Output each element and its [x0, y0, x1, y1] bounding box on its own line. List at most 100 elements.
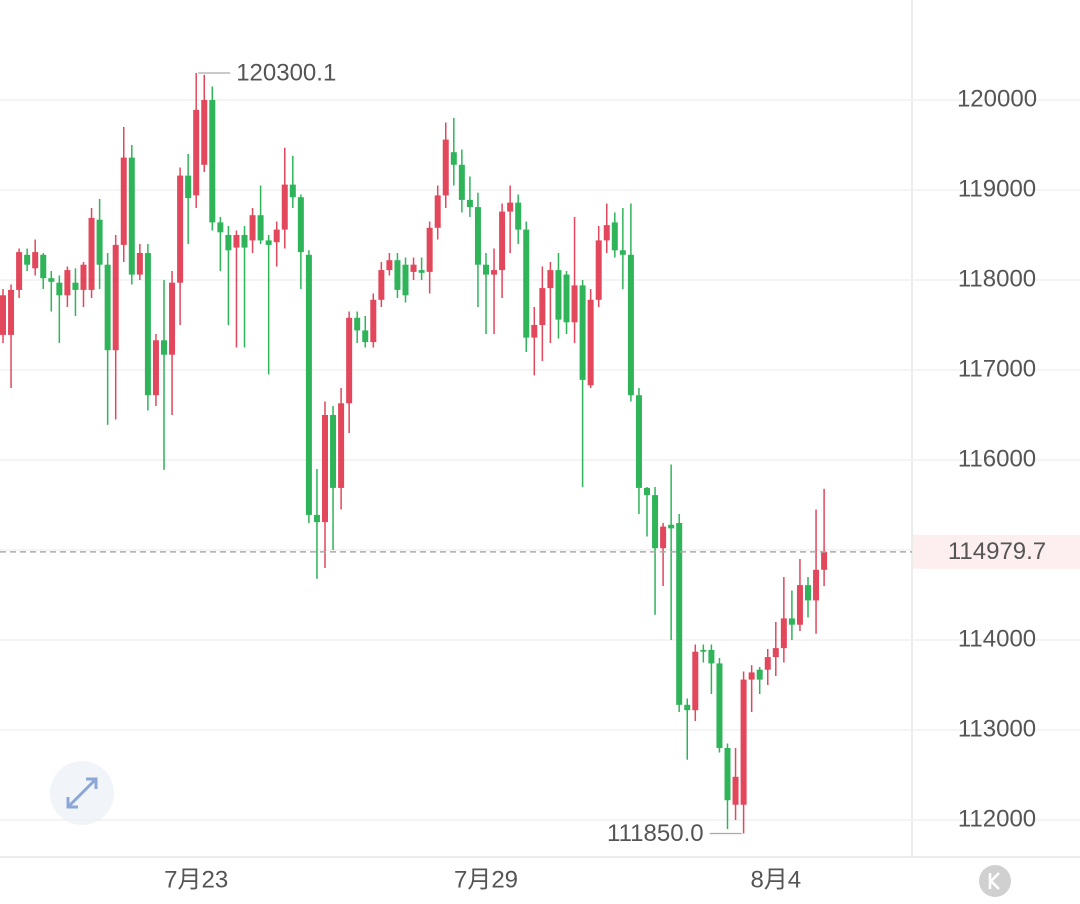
- candle-body: [370, 299, 377, 343]
- candle-body: [322, 414, 328, 523]
- candle-body: [112, 244, 119, 351]
- candle-body: [72, 282, 79, 290]
- x-tick-label: 7月23: [164, 866, 228, 893]
- last-price-box: [913, 534, 1080, 569]
- candle-body: [434, 195, 441, 228]
- candle-body: [241, 234, 248, 248]
- candle-body: [788, 618, 795, 625]
- candle-body: [88, 217, 95, 290]
- candle-body: [450, 152, 457, 165]
- candle-body: [603, 225, 610, 241]
- candle-body: [563, 274, 570, 323]
- candle-body: [273, 229, 280, 243]
- candle-body: [265, 240, 272, 245]
- candle-body: [466, 199, 473, 208]
- candle-body: [418, 270, 425, 273]
- candle-body: [64, 270, 71, 296]
- candle-body: [708, 649, 715, 664]
- candle-body: [611, 222, 618, 251]
- y-tick-label: 114000: [958, 625, 1036, 652]
- candle-body: [362, 330, 369, 343]
- candle-body: [152, 340, 159, 396]
- candle-body: [144, 252, 151, 396]
- candle-body: [305, 254, 312, 515]
- candle-body: [96, 219, 103, 265]
- k-icon[interactable]: [988, 872, 1000, 890]
- candle-body: [805, 585, 811, 601]
- candle-body: [716, 663, 723, 749]
- candle-body: [48, 278, 55, 282]
- candle-body: [249, 215, 256, 241]
- candle-body: [644, 487, 650, 496]
- candle-body: [732, 776, 739, 805]
- candle-body: [627, 254, 634, 396]
- candle-body: [16, 252, 23, 290]
- candle-body: [136, 252, 143, 275]
- candle-body: [660, 526, 667, 549]
- y-tick-label: 116000: [958, 445, 1036, 472]
- candle-body: [80, 264, 87, 290]
- candle-body: [378, 270, 385, 300]
- candle-body: [217, 222, 224, 233]
- expand-icon[interactable]: [66, 777, 98, 809]
- plot: 1120001130001140001150001160001170001180…: [0, 59, 1080, 893]
- candle-body: [813, 569, 820, 601]
- candle-body: [474, 207, 481, 265]
- y-tick-label: 117000: [958, 355, 1036, 382]
- candle-body: [225, 234, 232, 251]
- candle-body: [177, 175, 184, 283]
- candle-body: [128, 157, 135, 275]
- y-tick-label: 119000: [958, 175, 1036, 202]
- candle-body: [619, 250, 626, 255]
- expand-button[interactable]: [50, 761, 114, 825]
- candle-body: [668, 524, 675, 529]
- candle-body: [8, 289, 15, 335]
- candle-body: [700, 649, 707, 652]
- min-label: 111850.0: [607, 820, 704, 847]
- candle-body: [635, 395, 642, 488]
- k-button[interactable]: [979, 865, 1011, 897]
- candle-body: [257, 215, 264, 241]
- candle-body: [313, 514, 320, 523]
- candle-body: [193, 109, 200, 196]
- max-label: 120300.1: [236, 59, 336, 86]
- y-tick-label: 113000: [958, 715, 1036, 742]
- candle-body: [595, 240, 602, 300]
- candle-body: [764, 657, 771, 670]
- candle-body: [32, 252, 39, 269]
- candle-body: [289, 184, 296, 198]
- candle-body: [24, 254, 31, 265]
- candle-body: [523, 229, 530, 338]
- candle-body: [507, 202, 514, 212]
- candle-body: [515, 202, 522, 230]
- candle-body: [587, 299, 594, 386]
- candle-body: [104, 264, 111, 351]
- candle-body: [209, 99, 216, 223]
- candle-body: [652, 495, 659, 549]
- candle-body: [56, 282, 63, 296]
- candle-body: [780, 618, 787, 649]
- candle-body: [161, 340, 167, 355]
- candle-body: [402, 264, 409, 296]
- candle-body: [555, 270, 562, 320]
- candle-body: [491, 270, 498, 275]
- candle-body: [0, 295, 6, 335]
- candle-body: [724, 748, 731, 801]
- k-bg[interactable]: [979, 865, 1011, 897]
- candle-body: [547, 270, 554, 289]
- y-tick-label: 112000: [958, 805, 1036, 832]
- candle-body: [571, 285, 578, 323]
- last-price-label: 114979.7: [948, 538, 1046, 565]
- candle-body: [539, 288, 546, 325]
- candle-body: [394, 260, 401, 290]
- candle-body: [386, 260, 393, 271]
- candle-body: [410, 264, 417, 272]
- y-tick-label: 120000: [957, 85, 1037, 112]
- y-tick-label: 118000: [958, 265, 1036, 292]
- x-tick-label: 7月29: [454, 866, 518, 893]
- candle-body: [169, 282, 176, 355]
- candle-body: [201, 99, 208, 165]
- candle-body: [346, 317, 353, 404]
- candle-body: [499, 211, 506, 271]
